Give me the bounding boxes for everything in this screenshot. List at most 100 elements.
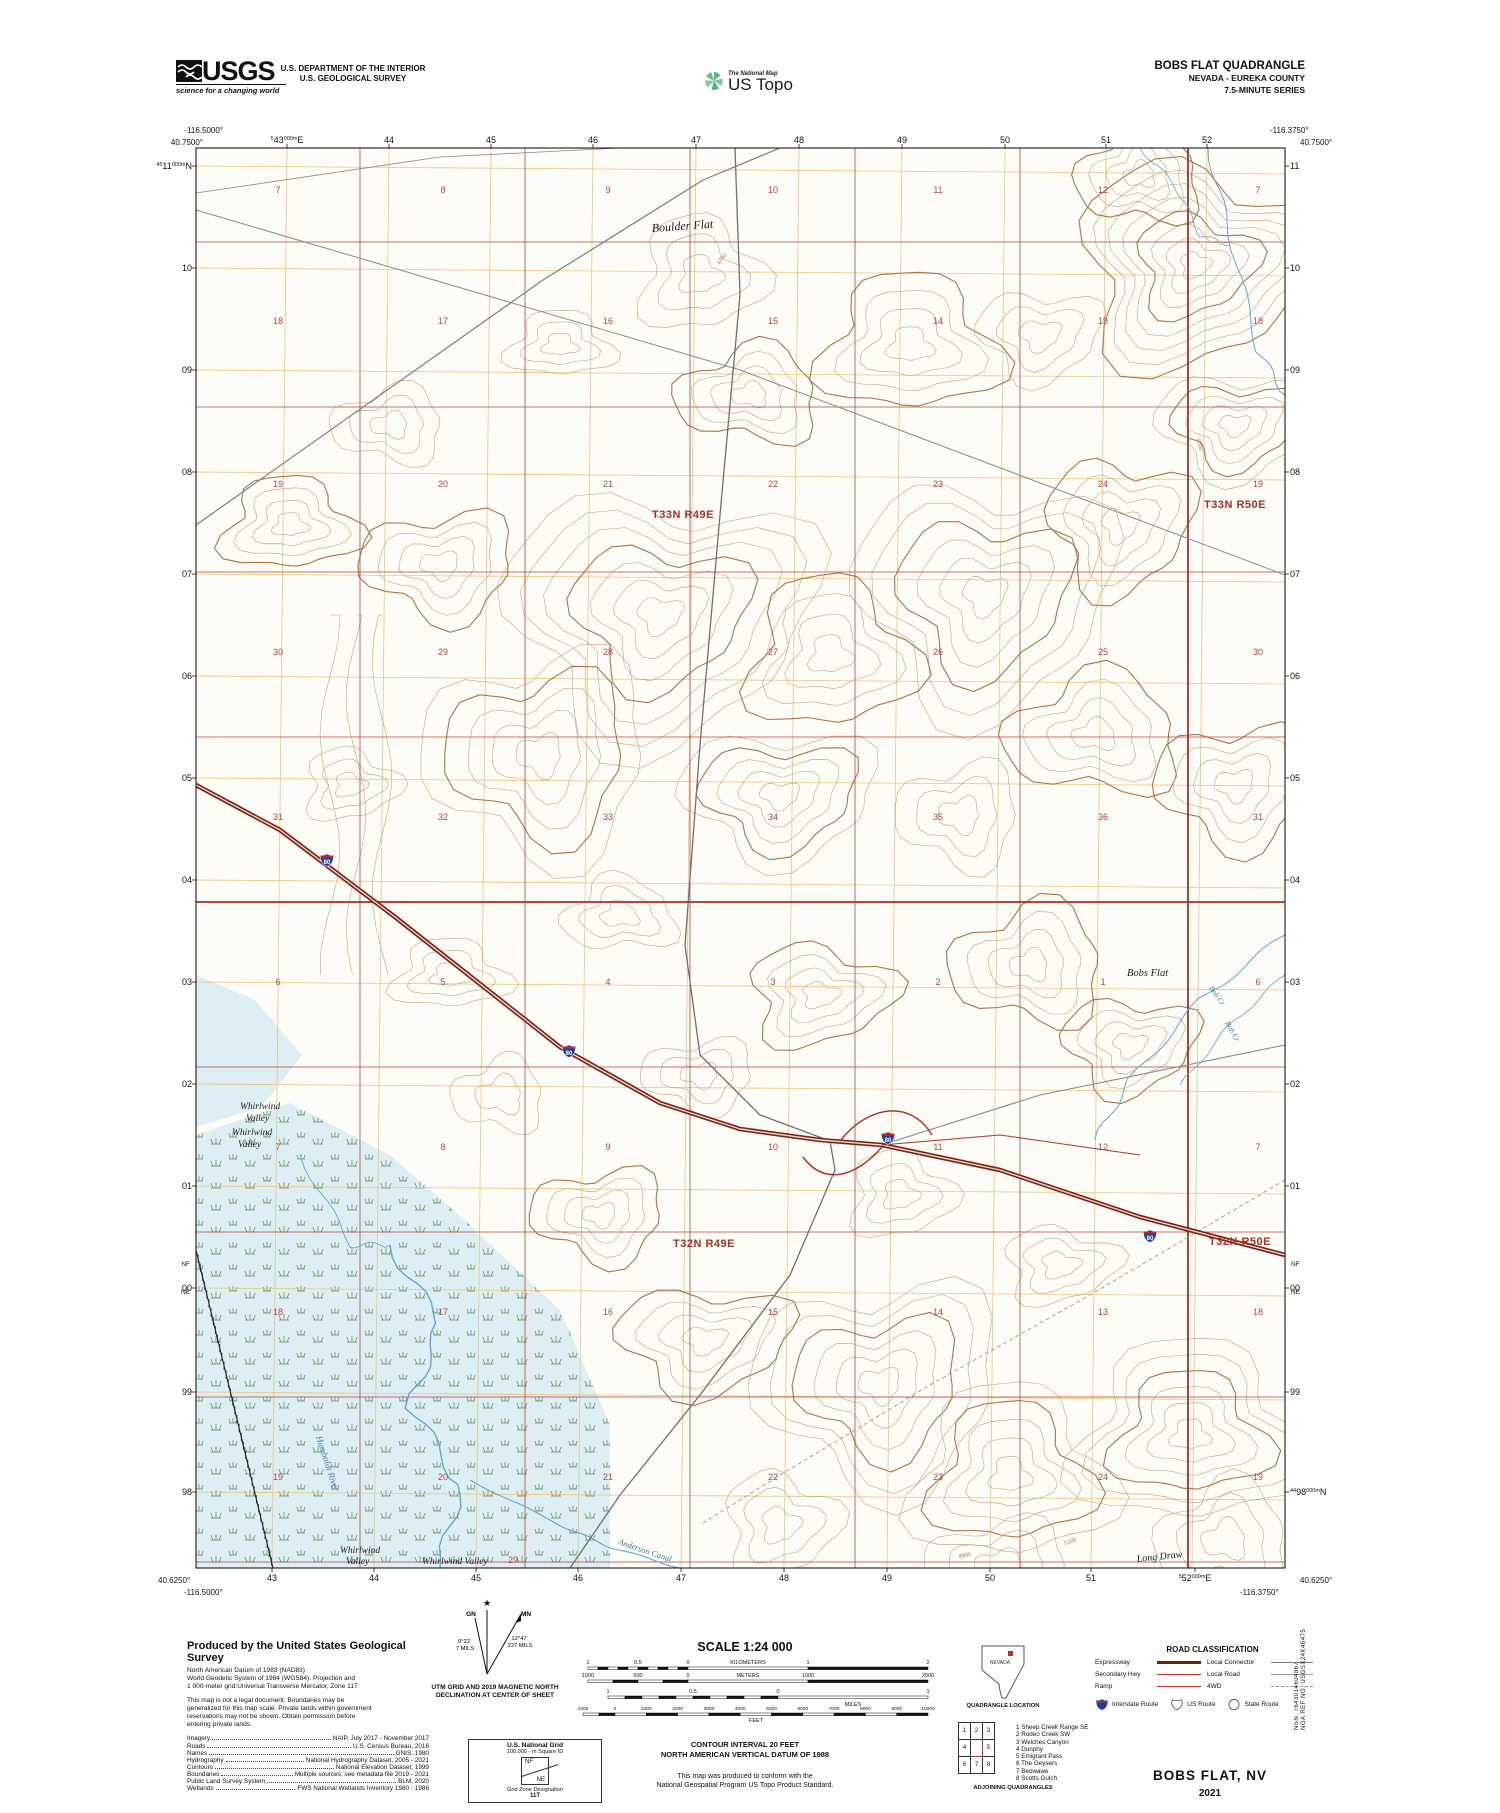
usng-title: U.S. National Grid (506, 1742, 564, 1749)
road-class-swatch (1271, 1662, 1313, 1663)
township-range-label: T32N R49E (673, 1238, 735, 1250)
township-labels: T33N R50E (1204, 499, 1265, 511)
place-name-label: Whirlwind (232, 1128, 272, 1138)
svg-text:METERS: METERS (737, 1673, 760, 1679)
source-value: Multiple sources; see metadata file 2019… (294, 1770, 429, 1778)
svg-text:5000: 5000 (1194, 438, 1203, 451)
interstate-shield (1095, 1698, 1109, 1711)
grid-coordinate-label: 07 (182, 569, 192, 579)
map-neatline (195, 147, 1286, 1569)
section-number: 31 (273, 812, 283, 822)
grid-coordinate-label: 08 (1290, 467, 1300, 477)
interstate-80 (196, 782, 1285, 1258)
svg-text:1: 1 (806, 1660, 809, 1666)
state-route-circle (1228, 1699, 1240, 1710)
section-number: 17 (438, 316, 448, 326)
section-number: 18 (273, 1307, 283, 1317)
datum-note: North American Datum of 1983 (NAD83) Worl… (187, 1667, 437, 1692)
route-legend-item: Interstate Route (1095, 1698, 1158, 1711)
quadrangle-title-block: BOBS FLAT QUADRANGLE NEVADA - EUREKA COU… (1045, 60, 1305, 96)
source-label: Hydrography (187, 1756, 224, 1764)
section-number: 7 (1255, 185, 1260, 195)
adjoining-quad-name: 3 Welches Canyon (1016, 1738, 1069, 1746)
svg-text:2000: 2000 (672, 1706, 683, 1712)
grid-north-label: GN (466, 1611, 476, 1618)
section-number: 30 (1253, 647, 1263, 657)
svg-text:0: 0 (776, 1689, 779, 1695)
section-number: 27 (768, 647, 778, 657)
section-number: 10 (768, 1142, 778, 1152)
township-range-label: T33N R49E (652, 509, 714, 521)
contour-layer: 4700 5000 4900 5100 (213, 148, 1285, 1568)
svg-text:0: 0 (686, 1673, 689, 1679)
section-number: 15 (768, 316, 778, 326)
section-number: 13 (1098, 316, 1108, 326)
product-standard-note: This map was produced to conform with th… (656, 1773, 834, 1789)
mn-degrees: 12°47´ (511, 1636, 528, 1642)
svg-text:2000: 2000 (922, 1673, 934, 1679)
data-source-row: Public Land Survey System BLM, 2020 (187, 1778, 429, 1785)
grid-coordinate-label: 51 (1101, 135, 1111, 145)
svg-text:80: 80 (885, 1138, 892, 1144)
source-label: Public Land Survey System (187, 1777, 266, 1785)
corner-coordinate: -116.5000° (184, 1588, 223, 1597)
grid-coordinate-label: 47 (691, 135, 701, 145)
datum-line: World Geodetic System of 1984 (WGS84). P… (187, 1675, 356, 1683)
ustopo-logo: The National Map US Topo (703, 70, 793, 94)
road-classification-legend: ROAD CLASSIFICATION Expressway Local Conn… (1095, 1645, 1330, 1711)
adjoining-cell: 6 (958, 1756, 971, 1774)
section-number: 1 (1100, 977, 1105, 987)
township-labels: T32N R49E (673, 1238, 735, 1250)
section-number: 8 (440, 1142, 445, 1152)
svg-text:500: 500 (633, 1673, 642, 1679)
svg-text:80: 80 (1147, 1236, 1154, 1242)
adjoining-cell: 4 (958, 1739, 971, 1757)
section-number: 16 (603, 1307, 613, 1317)
dept-line2: U.S. GEOLOGICAL SURVEY (299, 74, 407, 83)
gn-mils: 7 MILS (456, 1646, 474, 1652)
source-value: U.S. Census Bureau, 2016 (352, 1742, 429, 1750)
adjoining-cell: 7 (970, 1756, 983, 1774)
svg-text:2: 2 (926, 1660, 929, 1666)
grid-coordinate-label: 4498000mN (1290, 1487, 1326, 1497)
place-name-label: Valley (238, 1140, 262, 1150)
section-number: 24 (1098, 479, 1108, 489)
quad-location-marker (1008, 1651, 1013, 1656)
section-number: 35 (933, 812, 943, 822)
corner-coordinate: 40.7500° (171, 138, 203, 147)
svg-text:6000: 6000 (797, 1706, 808, 1712)
ustopo-label: US Topo (728, 74, 793, 94)
corner-coordinate: -116.3750° (1270, 126, 1309, 135)
grid-coordinate-label: 50 (1000, 135, 1010, 145)
svg-text:80: 80 (324, 860, 331, 866)
data-sources-table: Imagery NAIP, July 2017 - November 2017 Ro… (187, 1735, 429, 1792)
quad-state-county: NEVADA - EUREKA COUNTY (1188, 73, 1305, 83)
corner-coordinate: -116.3750° (1240, 1588, 1279, 1597)
svg-text:29: 29 (508, 1555, 518, 1565)
grid-coordinate-label: 43 (267, 1573, 277, 1583)
section-number: 6 (1255, 977, 1260, 987)
section-number: 14 (933, 1307, 943, 1317)
place-name-label: Bobs Flat (1127, 968, 1169, 979)
svg-text:NE: NE (1291, 1289, 1301, 1296)
svg-text:1000: 1000 (578, 1706, 589, 1712)
corner-coordinate: 40.7500° (1300, 138, 1332, 147)
section-number: 30 (273, 647, 283, 657)
source-label: Wetlands (187, 1785, 214, 1793)
grid-coordinate-label: 543000mE (271, 135, 304, 145)
section-number: 13 (1098, 1307, 1108, 1317)
section-number: 19 (1253, 479, 1263, 489)
svg-text:NF: NF (1291, 1261, 1300, 1268)
section-number: 11 (933, 185, 942, 195)
section-number: 6 (275, 977, 280, 987)
grid-coordinate-label: 49 (897, 135, 907, 145)
railroad (196, 1245, 274, 1568)
source-value: NAIP, July 2017 - November 2017 (332, 1735, 429, 1743)
section-number: 22 (768, 479, 778, 489)
grid-coordinate-label: 4511000mN (156, 161, 192, 171)
usng-zone-value: 11T (529, 1793, 540, 1799)
svg-text:NE: NE (181, 1289, 191, 1296)
usng-zone-label: Grid Zone Designation (507, 1787, 563, 1793)
